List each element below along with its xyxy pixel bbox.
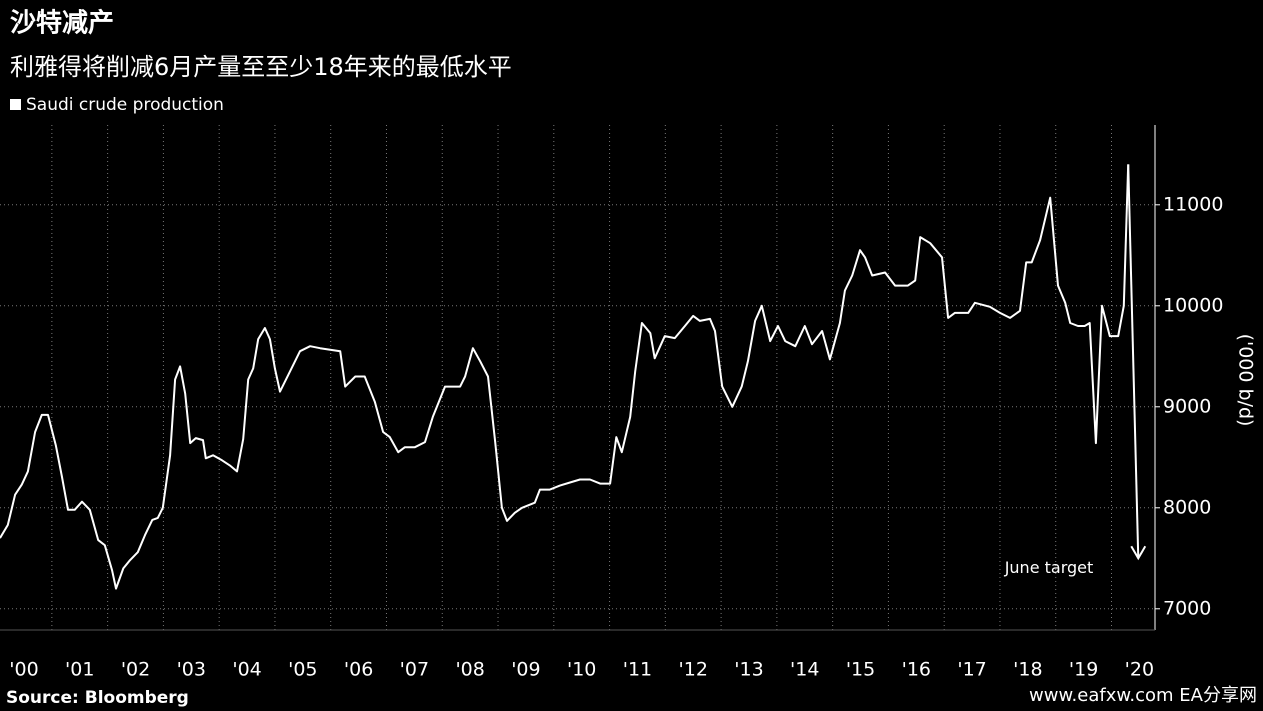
chart-title: 沙特减产 (10, 8, 114, 39)
arrow-head (1130, 545, 1147, 561)
x-tick-label: '06 (344, 659, 373, 681)
x-tick-label: '05 (288, 659, 317, 681)
x-tick-label: '02 (121, 659, 150, 681)
x-tick-label: '11 (623, 659, 652, 681)
chart-subtitle: 利雅得将削减6月产量至至少18年来的最低水平 (10, 53, 512, 81)
y-tick-label: 8000 (1163, 496, 1211, 518)
source: Source: Bloomberg (6, 688, 189, 708)
x-tick-label: '00 (9, 659, 38, 681)
x-tick-label: '08 (455, 659, 484, 681)
x-tick-label: '15 (846, 659, 875, 681)
y-tick-label: 7000 (1163, 597, 1211, 619)
y-tick-label: 11000 (1163, 193, 1223, 215)
y-axis-label: ('000 b/d) (1235, 334, 1257, 427)
x-tick-label: '17 (957, 659, 986, 681)
x-tick-label: '07 (400, 659, 429, 681)
annotation-label: June target (1004, 558, 1094, 577)
x-tick-label: '01 (65, 659, 94, 681)
x-tick-label: '10 (567, 659, 596, 681)
x-tick-label: '19 (1069, 659, 1098, 681)
x-tick-label: '13 (734, 659, 763, 681)
y-tick-label: 10000 (1163, 294, 1223, 316)
line-series (0, 164, 1130, 590)
x-tick-label: '12 (679, 659, 708, 681)
y-tick-label: 9000 (1163, 395, 1211, 417)
x-tick-label: '04 (232, 659, 261, 681)
x-tick-label: '16 (902, 659, 931, 681)
x-tick-label: '09 (511, 659, 540, 681)
x-tick-label: '03 (177, 659, 206, 681)
x-tick-label: '14 (790, 659, 819, 681)
x-tick-label: '20 (1125, 659, 1154, 681)
watermark: www.eafxw.com EA分享网 (1029, 685, 1257, 706)
legend-swatch (10, 99, 21, 110)
x-tick-label: '18 (1013, 659, 1042, 681)
legend-label: Saudi crude production (26, 95, 224, 115)
target-arrow (1127, 164, 1140, 559)
